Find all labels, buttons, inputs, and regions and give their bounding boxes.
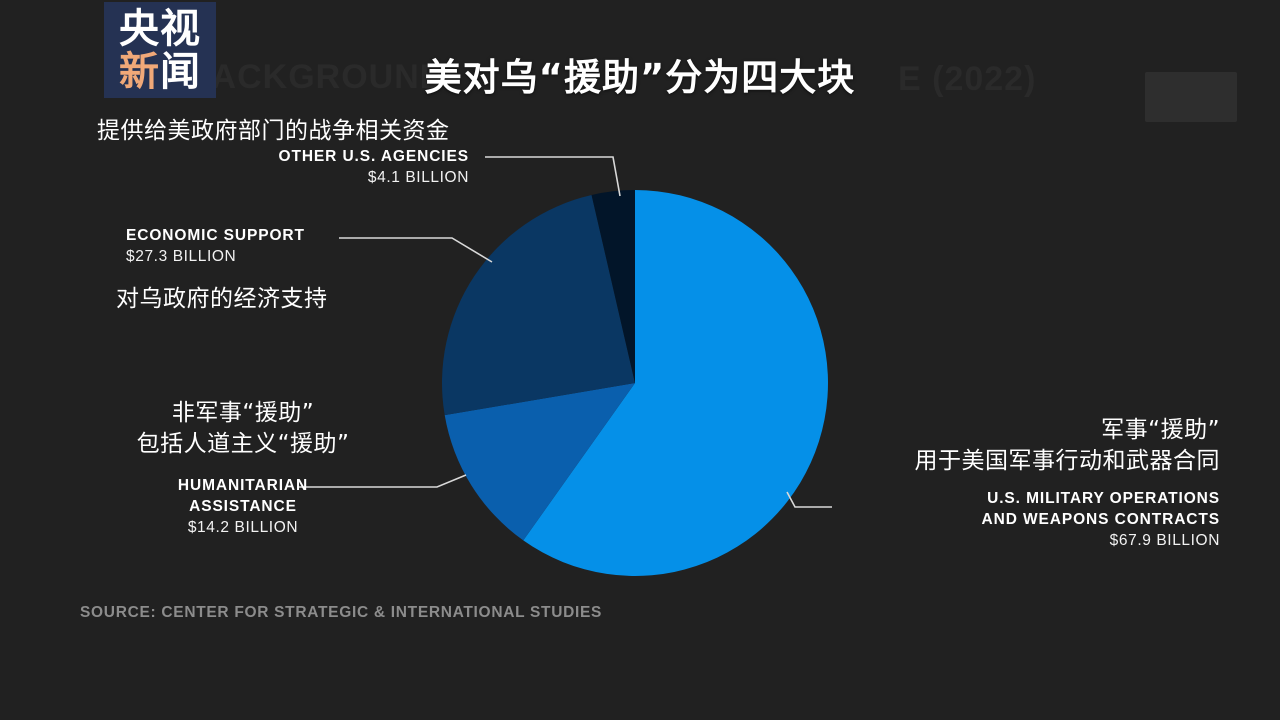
callout-economic-support-name: ECONOMIC SUPPORT: [126, 227, 305, 244]
callout-humanitarian-value: $14.2 BILLION: [187, 518, 299, 536]
background-watermark-right: E (2022): [898, 60, 1037, 98]
logo-line-xinwen: 新闻: [119, 52, 201, 92]
callout-military-name-line2: AND WEAPONS CONTRACTS: [981, 511, 1220, 529]
logo-char-xin: 新: [119, 48, 160, 95]
pie-slice: [444, 383, 635, 541]
callout-economic-support-cn: 对乌政府的经济支持: [116, 285, 328, 312]
callout-military-cn-line2: 用于美国军事行动和武器合同: [914, 448, 1220, 475]
background-watermark-left: BACKGROUND: [186, 58, 446, 96]
callout-humanitarian: 非军事“援助” 包括人道主义“援助” HUMANITARIAN ASSISTAN…: [48, 398, 438, 539]
source-credit: SOURCE: CENTER FOR STRATEGIC & INTERNATI…: [80, 604, 603, 621]
callout-other-agencies: 提供给美政府部门的战争相关资金 OTHER U.S. AGENCIES $4.1…: [97, 116, 469, 189]
logo-char-wen: 闻: [160, 48, 201, 95]
callout-humanitarian-cn-line2: 包括人道主义“援助”: [136, 431, 350, 458]
callout-economic-support: ECONOMIC SUPPORT $27.3 BILLION 对乌政府的经济支持: [116, 226, 328, 315]
callout-humanitarian-name-line2: ASSISTANCE: [189, 498, 297, 516]
background-watermark-box: [1145, 72, 1237, 122]
callout-military-cn-line1: 军事“援助”: [1101, 417, 1220, 443]
callout-humanitarian-name-line1: HUMANITARIAN: [177, 477, 309, 495]
callout-other-agencies-name: OTHER U.S. AGENCIES: [278, 148, 469, 166]
callout-humanitarian-cn-line1: 非军事“援助”: [171, 400, 315, 426]
callout-military-value: $67.9 BILLION: [1109, 531, 1220, 549]
pie-slice: [591, 190, 635, 383]
callout-military-name-line1: U.S. MILITARY OPERATIONS: [987, 490, 1220, 508]
pie-slice: [523, 190, 828, 576]
callout-economic-support-value: $27.3 BILLION: [126, 247, 237, 265]
callout-other-agencies-cn: 提供给美政府部门的战争相关资金: [97, 118, 450, 144]
page-title: 美对乌“援助”分为四大块: [424, 56, 856, 99]
pie-chart: [440, 188, 830, 578]
pie-chart-svg: [442, 190, 828, 576]
callout-military: 军事“援助” 用于美国军事行动和武器合同 U.S. MILITARY OPERA…: [830, 415, 1220, 552]
cctv-news-logo: 央视 新闻: [104, 2, 216, 98]
callout-other-agencies-value: $4.1 BILLION: [367, 168, 469, 186]
logo-line-yangshi: 央视: [119, 5, 201, 52]
pie-slice: [442, 194, 635, 416]
